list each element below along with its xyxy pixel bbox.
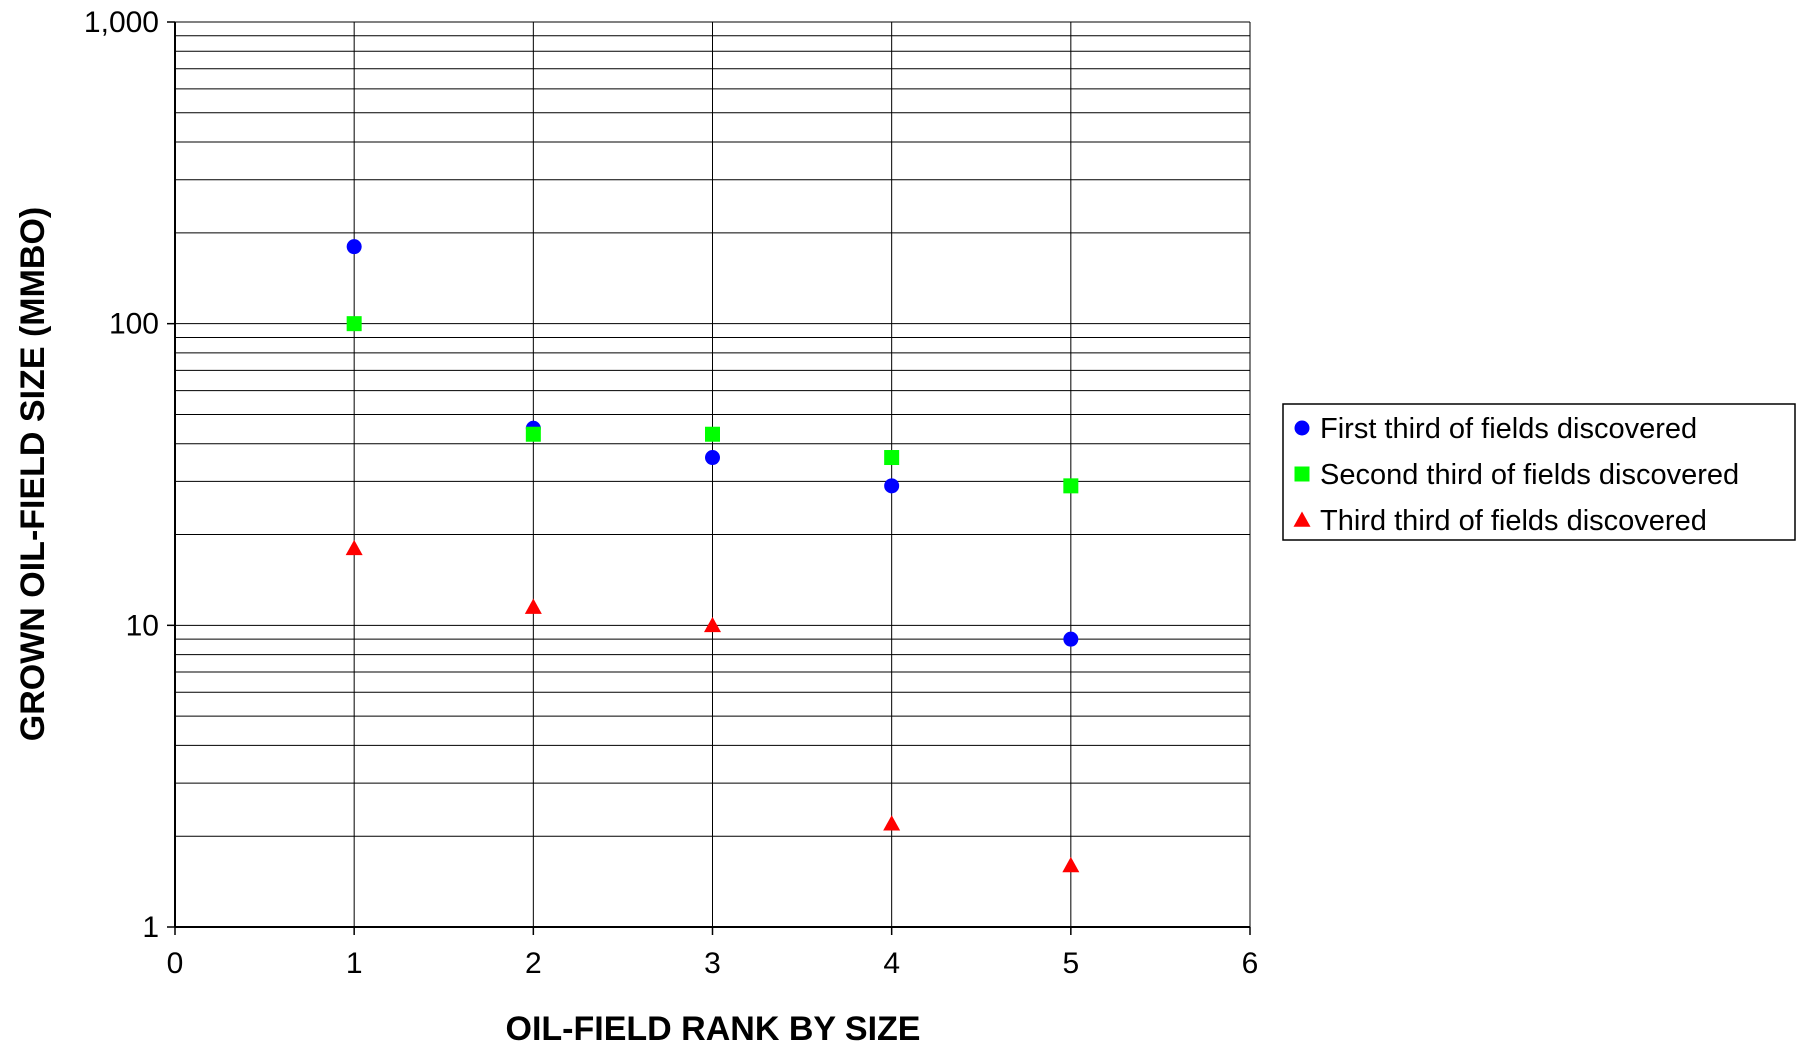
- data-point-triangle: [524, 598, 542, 614]
- data-point-circle: [705, 450, 720, 466]
- legend-marker-square: [1294, 466, 1310, 482]
- y-axis-ticks: 1 10 100 1,000: [84, 6, 175, 944]
- data-point-square: [884, 450, 900, 466]
- legend-entry-label: Third third of fields discovered: [1320, 505, 1707, 537]
- data-point-square: [525, 426, 541, 442]
- y-tick-label: 100: [109, 308, 159, 341]
- y-tick-label: 1,000: [84, 6, 159, 39]
- x-axis-ticks: 0 1 2 3 4 5 6: [167, 927, 1259, 980]
- data-point-triangle: [345, 539, 363, 556]
- data-point-triangle: [1062, 856, 1080, 873]
- data-point-square: [705, 426, 720, 442]
- x-axis-title: OIL-FIELD RANK BY SIZE: [506, 1010, 921, 1048]
- x-tick-label: 5: [1062, 947, 1079, 980]
- x-tick-label: 6: [1242, 947, 1259, 980]
- y-tick-label: 10: [126, 609, 159, 642]
- y-tick-label: 1: [142, 911, 159, 944]
- data-point-square: [346, 316, 362, 332]
- x-tick-label: 0: [167, 947, 184, 980]
- data-point-triangle: [704, 616, 721, 633]
- legend: First third of fields discovered Second t…: [1282, 403, 1796, 541]
- x-tick-label: 4: [883, 947, 900, 980]
- x-tick-label: 1: [346, 947, 363, 980]
- data-point-circle: [884, 478, 900, 494]
- data-points: [345, 239, 1080, 873]
- legend-marker-circle: [1294, 420, 1310, 436]
- x-tick-label: 2: [525, 947, 542, 980]
- x-tick-label: 3: [704, 947, 721, 980]
- legend-entry-label: First third of fields discovered: [1320, 413, 1697, 445]
- legend-marker-triangle: [1293, 511, 1311, 527]
- gridlines: [174, 21, 1251, 928]
- data-point-circle: [1063, 631, 1079, 647]
- legend-box: [1282, 403, 1796, 541]
- legend-entry-label: Second third of fields discovered: [1320, 459, 1739, 491]
- data-point-square: [1063, 478, 1079, 494]
- data-point-circle: [346, 239, 362, 255]
- y-axis-title: GROWN OIL-FIELD SIZE (MMBO): [14, 207, 52, 742]
- data-point-triangle: [883, 815, 901, 831]
